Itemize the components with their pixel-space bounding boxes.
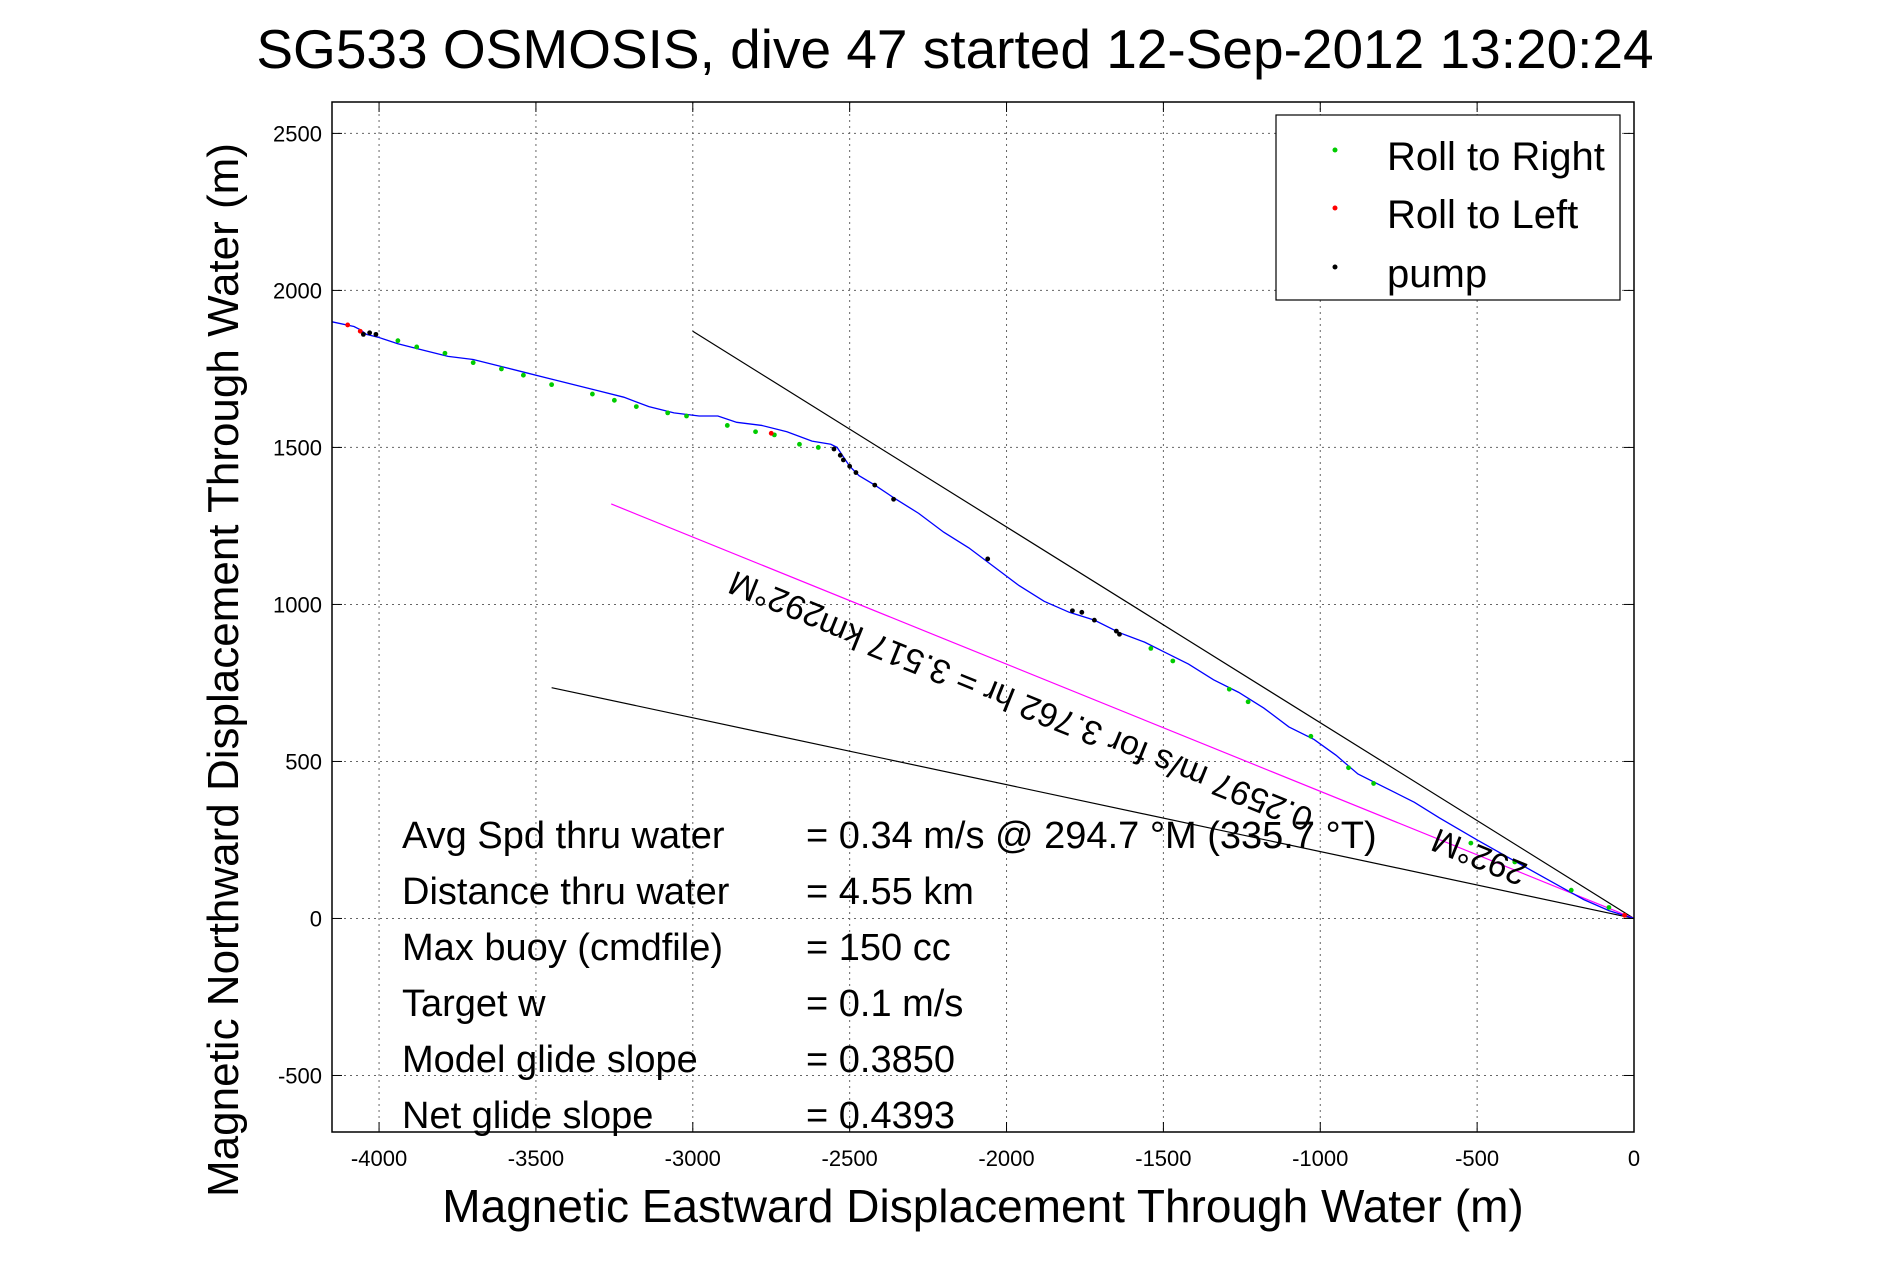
pump-point bbox=[853, 470, 859, 475]
roll-right-point bbox=[590, 391, 595, 397]
plot-frame bbox=[331, 101, 1635, 1133]
y-tick-label: 2500 bbox=[273, 121, 322, 146]
x-tick-label: 0 bbox=[1628, 1146, 1640, 1171]
pump-point bbox=[847, 463, 853, 469]
roll-right-point bbox=[1512, 859, 1518, 865]
roll-right-point bbox=[724, 423, 730, 428]
roll-right-point bbox=[1148, 646, 1154, 651]
roll-left-point bbox=[345, 322, 351, 328]
roll-right-point bbox=[1606, 905, 1612, 910]
annotation-value: = 0.4393 bbox=[806, 1095, 955, 1137]
annotation-label: Max buoy (cmdfile) bbox=[402, 927, 723, 969]
x-tick-label: -500 bbox=[1455, 1146, 1499, 1171]
pump-point bbox=[1070, 608, 1075, 614]
pump-point bbox=[373, 331, 379, 337]
reference-line-lower-bound bbox=[551, 687, 1635, 920]
x-tick-label: -3500 bbox=[508, 1146, 564, 1171]
reference-line-mean-heading bbox=[610, 503, 1635, 920]
y-tick-label: 0 bbox=[310, 906, 322, 931]
roll-right-point bbox=[815, 445, 821, 450]
annotation-value: = 0.3850 bbox=[806, 1039, 955, 1081]
annotation-label: Target w bbox=[402, 983, 546, 1025]
roll-right-point bbox=[549, 382, 555, 388]
points-layer bbox=[345, 322, 1627, 918]
roll-right-point bbox=[414, 344, 420, 350]
ticks: -4000 -3500 -3000 -2500 -2000 -1500 -1000 -500 0… bbox=[273, 102, 1640, 1171]
roll-right-point bbox=[1308, 733, 1314, 739]
x-tick-label: -3000 bbox=[665, 1146, 721, 1171]
annotation-label: Model glide slope bbox=[402, 1039, 698, 1081]
pump-point bbox=[891, 496, 896, 502]
roll-right-point bbox=[470, 360, 476, 366]
y-axis-label: Magnetic Northward Displacement Through … bbox=[199, 143, 248, 1197]
roll-left-point bbox=[357, 328, 363, 334]
roll-right-point bbox=[442, 350, 448, 356]
roll-left-point bbox=[1622, 912, 1627, 918]
pump-point bbox=[840, 457, 846, 463]
pump-point bbox=[360, 331, 366, 337]
pump-point bbox=[985, 556, 991, 562]
x-tick-label: -1500 bbox=[1135, 1146, 1191, 1171]
x-tick-label: -4000 bbox=[351, 1146, 407, 1171]
y-tick-label: -500 bbox=[278, 1063, 322, 1088]
legend-marker-pump bbox=[1332, 264, 1338, 270]
legend-marker-roll-left bbox=[1332, 205, 1338, 211]
x-tick-label: -2000 bbox=[978, 1146, 1034, 1171]
y-tick-label: 2000 bbox=[273, 278, 322, 303]
y-tick-label: 500 bbox=[285, 749, 322, 774]
grid bbox=[332, 102, 1635, 1132]
pump-point bbox=[837, 452, 843, 458]
track-layer bbox=[331, 321, 1635, 920]
roll-left-point bbox=[768, 430, 774, 436]
legend-label-roll-left: Roll to Left bbox=[1387, 193, 1578, 237]
x-axis-label: Magnetic Eastward Displacement Through W… bbox=[442, 1180, 1523, 1232]
pump-point bbox=[831, 446, 837, 452]
x-tick-label: -2500 bbox=[822, 1146, 878, 1171]
roll-right-point bbox=[1468, 840, 1474, 846]
reference-line-upper-bound bbox=[692, 330, 1635, 919]
annotation-label: Net glide slope bbox=[402, 1095, 653, 1137]
annotation-label: Avg Spd thru water bbox=[402, 815, 725, 857]
pump-point bbox=[872, 482, 878, 488]
pump-point bbox=[1091, 617, 1097, 623]
roll-right-point bbox=[1371, 781, 1376, 786]
roll-right-point bbox=[665, 410, 671, 416]
legend-marker-roll-right bbox=[1332, 147, 1338, 153]
roll-right-point bbox=[1346, 765, 1351, 771]
roll-right-point bbox=[1245, 699, 1251, 705]
pump-point bbox=[367, 330, 373, 336]
legend-label-roll-right: Roll to Right bbox=[1387, 135, 1605, 179]
roll-right-point bbox=[499, 366, 504, 372]
roll-right-point bbox=[797, 441, 802, 447]
pump-point bbox=[1079, 609, 1085, 615]
roll-right-point bbox=[684, 413, 689, 419]
reference-lines bbox=[551, 330, 1635, 920]
x-tick-label: -1000 bbox=[1292, 1146, 1348, 1171]
chart-title: SG533 OSMOSIS, dive 47 started 12-Sep-20… bbox=[256, 18, 1653, 80]
track-line bbox=[331, 321, 1635, 920]
annotation-value: = 150 cc bbox=[806, 927, 951, 969]
roll-right-point bbox=[520, 372, 526, 378]
legend-label-pump: pump bbox=[1387, 252, 1487, 296]
annotation-value: = 4.55 km bbox=[806, 871, 974, 913]
annotation-label: Distance thru water bbox=[402, 871, 730, 913]
roll-right-point bbox=[611, 397, 617, 403]
roll-right-point bbox=[1170, 658, 1176, 664]
annotation-value: = 0.1 m/s bbox=[806, 983, 963, 1025]
pump-point bbox=[1117, 631, 1122, 637]
pump-point bbox=[1113, 628, 1119, 634]
roll-right-point bbox=[1226, 686, 1232, 692]
roll-right-point bbox=[753, 429, 758, 435]
annotation-value: = 0.34 m/s @ 294.7 °M (335.7 °T) bbox=[806, 815, 1377, 857]
roll-right-point bbox=[633, 404, 639, 410]
y-tick-label: 1500 bbox=[273, 435, 322, 460]
roll-right-point bbox=[395, 338, 401, 344]
roll-right-point bbox=[1568, 887, 1574, 893]
y-tick-label: 1000 bbox=[273, 592, 322, 617]
legend: Roll to Right Roll to Left pump bbox=[1275, 114, 1621, 301]
annotations: Avg Spd thru water = 0.34 m/s @ 294.7 °M … bbox=[402, 815, 1377, 1137]
